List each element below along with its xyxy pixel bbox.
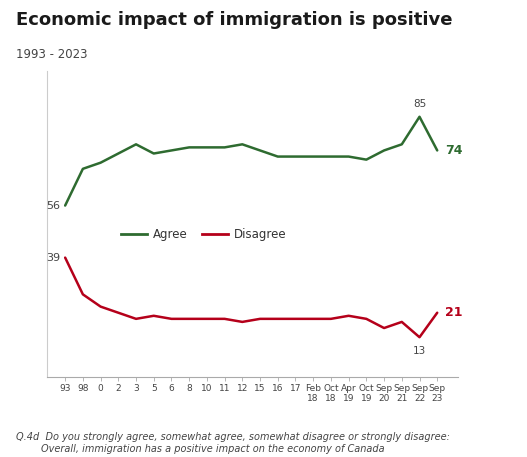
Text: 85: 85 (413, 99, 426, 109)
Text: 13: 13 (413, 346, 426, 356)
Text: 74: 74 (445, 144, 463, 157)
Text: 56: 56 (46, 201, 60, 211)
Text: 21: 21 (445, 306, 463, 319)
Text: 1993 - 2023: 1993 - 2023 (16, 48, 87, 61)
Text: Economic impact of immigration is positive: Economic impact of immigration is positi… (16, 11, 452, 29)
Text: Q.4d  Do you strongly agree, somewhat agree, somewhat disagree or strongly disag: Q.4d Do you strongly agree, somewhat agr… (16, 432, 450, 442)
Text: Overall, immigration has a positive impact on the economy of Canada: Overall, immigration has a positive impa… (16, 444, 384, 454)
Text: 39: 39 (46, 253, 60, 263)
Legend: Agree, Disagree: Agree, Disagree (116, 224, 291, 246)
